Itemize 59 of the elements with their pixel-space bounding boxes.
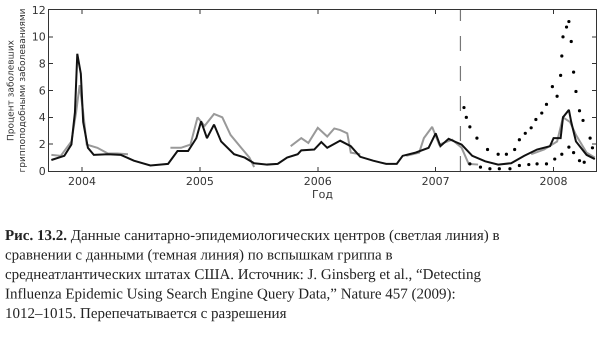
point [486, 148, 490, 152]
point [475, 136, 479, 140]
point [530, 126, 533, 130]
point [582, 160, 586, 164]
point [524, 132, 527, 135]
point [578, 109, 582, 112]
point [588, 136, 592, 140]
point [535, 162, 539, 166]
point [534, 118, 538, 122]
point [544, 102, 548, 106]
point [498, 167, 501, 170]
point [540, 111, 544, 115]
x-tick-label: 2004 [68, 175, 96, 188]
line-series [50, 52, 596, 166]
point [513, 148, 516, 152]
x-tick-label: 2008 [540, 175, 568, 188]
text: Рис. 13.2. Данные санитарно-эпидемиологических центров (светлая линия) в сравнении с данными (темная линия) по вспышкам гриппа в среднеатлантических штатах США. Источник: J. Ginsberg et al., “Detecting Influenza Epidemic Using Search Engine Query Data,” Nature 457 (2009): 1012–1015. Перепечатывается с разрешения [5, 228, 500, 322]
point [556, 94, 559, 98]
point [468, 125, 472, 128]
point [564, 25, 568, 29]
point [578, 159, 582, 162]
y-tick-label: 8 [38, 58, 46, 71]
point [464, 116, 468, 119]
point [550, 85, 554, 88]
y-tick-label: 0 [38, 164, 46, 178]
point [581, 118, 585, 122]
point [567, 20, 570, 24]
point [570, 40, 573, 44]
point [590, 146, 594, 150]
point [553, 157, 556, 161]
point [478, 166, 482, 169]
y-axis-title: Процент заболевших гриппоподобными заболеваниями [6, 8, 28, 172]
x-tick-label: 2006 [304, 175, 332, 188]
point [468, 162, 472, 166]
point [574, 90, 578, 94]
point [559, 74, 562, 77]
point [462, 106, 466, 110]
y-tick-label: 2 [38, 138, 46, 152]
point [544, 162, 548, 166]
x-tick-label: 2005 [186, 175, 214, 188]
point [518, 138, 521, 142]
y-tick-label: 10 [32, 30, 46, 44]
point [518, 164, 521, 168]
point [572, 151, 576, 154]
point [504, 152, 508, 156]
point [561, 35, 565, 38]
x-axis-title: Год [312, 188, 334, 202]
point [560, 54, 564, 58]
y-tick-label: 4 [38, 111, 46, 124]
point [508, 167, 512, 170]
point [572, 70, 576, 74]
y-tick-label: 6 [38, 84, 46, 98]
point [496, 152, 500, 156]
point [560, 152, 564, 156]
y-tick-label: 12 [32, 4, 46, 17]
point [567, 146, 570, 149]
x-tick-label: 2007 [422, 175, 450, 188]
point [488, 167, 492, 170]
point [527, 162, 530, 166]
